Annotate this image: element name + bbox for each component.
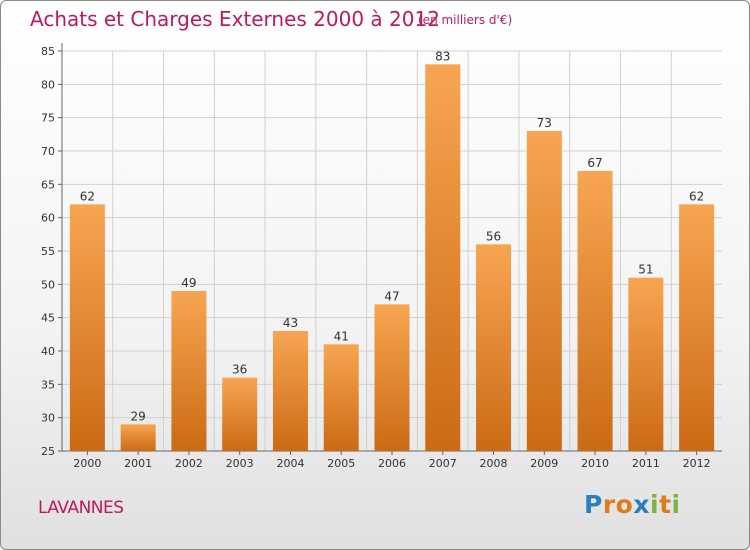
y-tick-label: 25	[41, 445, 55, 458]
x-tick-label: 2004	[276, 457, 304, 470]
y-tick-label: 45	[41, 312, 55, 325]
data-labels: 62 29 49 36 43 41 47 83 56 73 67 51 62	[80, 49, 705, 423]
bar-value-label: 36	[232, 363, 247, 377]
bar	[69, 204, 105, 451]
bar-value-label: 83	[435, 49, 450, 63]
x-tick-label: 2007	[429, 457, 457, 470]
bar-value-label: 41	[334, 329, 349, 343]
logo-letter: t	[659, 490, 672, 519]
y-tick-label: 55	[41, 245, 55, 258]
y-tick-label: 75	[41, 112, 55, 125]
x-tick-label: 2009	[530, 457, 558, 470]
bar-value-label: 67	[587, 156, 602, 170]
x-tick-label: 2010	[581, 457, 609, 470]
x-tick-label: 2008	[480, 457, 508, 470]
bar	[577, 171, 613, 451]
x-tick-label: 2000	[73, 457, 101, 470]
bar	[628, 277, 664, 451]
bar	[120, 424, 156, 451]
bar	[476, 244, 512, 451]
x-tick-label: 2011	[632, 457, 660, 470]
bar-value-label: 51	[638, 263, 653, 277]
logo-letter: i	[671, 490, 681, 519]
y-tick-label: 35	[41, 378, 55, 391]
bar	[679, 204, 715, 451]
bar-value-label: 49	[181, 276, 196, 290]
x-tick-label: 2002	[175, 457, 203, 470]
bar-value-label: 29	[131, 409, 146, 423]
logo-letter: r	[602, 490, 616, 519]
bar	[171, 291, 207, 451]
bar	[323, 344, 359, 451]
y-tick-label: 30	[41, 412, 55, 425]
logo-letter: P	[584, 490, 603, 519]
chart-title: Achats et Charges Externes 2000 à 2012	[30, 7, 440, 31]
y-tick-label: 40	[41, 345, 55, 358]
bar	[425, 64, 461, 452]
x-tick-label: 2001	[124, 457, 152, 470]
x-tick-label: 2006	[378, 457, 406, 470]
bar	[222, 377, 258, 451]
bar	[272, 331, 308, 451]
y-tick-label: 70	[41, 145, 55, 158]
x-tick-label: 2012	[683, 457, 711, 470]
logo-letter: o	[615, 490, 634, 519]
bar-value-label: 73	[537, 116, 552, 130]
chart-subtitle: (en milliers d'€)	[418, 13, 513, 27]
y-tick-label: 85	[41, 45, 55, 58]
bars	[69, 64, 715, 452]
bar-value-label: 62	[689, 189, 704, 203]
logo-letter: i	[650, 490, 660, 519]
y-tick-label: 50	[41, 278, 55, 291]
logo-letter: x	[633, 490, 650, 519]
bar-value-label: 62	[80, 189, 95, 203]
y-tick-label: 65	[41, 178, 55, 191]
y-tick-label: 60	[41, 212, 55, 225]
city-name: LAVANNES	[38, 498, 124, 518]
y-tick-label: 80	[41, 78, 55, 91]
bar	[374, 304, 410, 451]
bar-value-label: 47	[384, 289, 399, 303]
bar	[526, 131, 562, 451]
bar-value-label: 56	[486, 229, 501, 243]
x-tick-label: 2003	[226, 457, 254, 470]
proxiti-logo: Proxiti	[584, 490, 681, 519]
bar-value-label: 43	[283, 316, 298, 330]
x-tick-label: 2005	[327, 457, 355, 470]
